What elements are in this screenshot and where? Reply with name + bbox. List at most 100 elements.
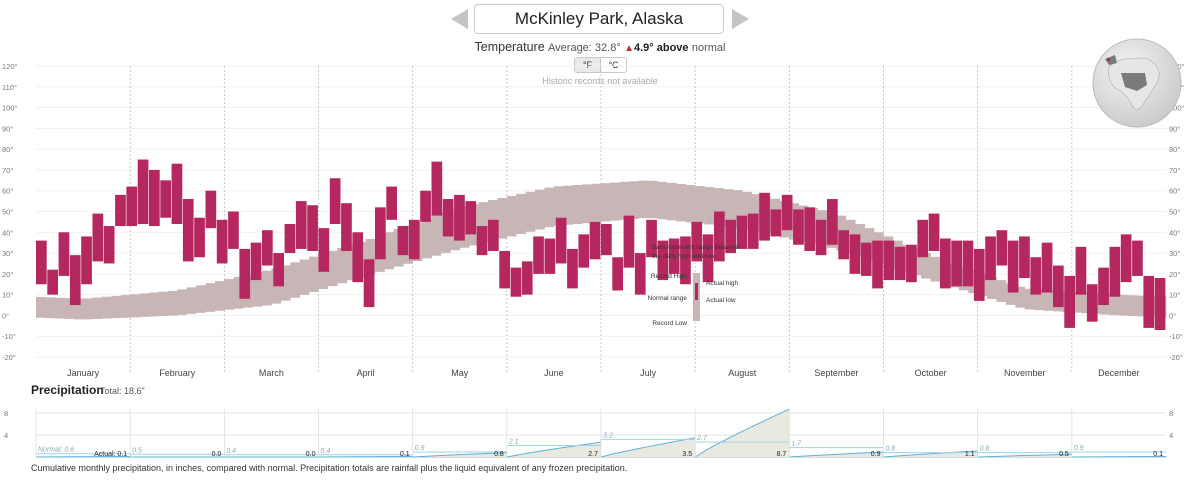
month-label: March [259,368,284,378]
actual-temperature-bar [420,190,431,222]
actual-temperature-bar [906,244,917,283]
actual-temperature-bar [386,186,397,220]
temperature-average: Average: 32.8° [548,42,621,54]
y-tick-label-left: 20° [2,270,13,279]
month-label: April [357,368,375,378]
normal-range-band [36,296,46,318]
actual-temperature-bar [634,253,646,295]
normal-range-band [535,189,545,230]
actual-temperature-bar [894,246,906,281]
precip-y-tick-left: 4 [4,431,8,440]
normal-range-band [139,293,150,317]
month-label: September [814,368,858,378]
actual-temperature-bar [985,236,996,281]
normal-range-band [45,297,56,319]
fahrenheit-button[interactable]: °F [575,58,601,72]
month-label: February [159,368,196,378]
actual-temperature-bar [363,259,375,308]
next-location-arrow[interactable] [732,9,749,29]
y-tick-label-left: 70° [2,166,13,175]
normal-range-band [1128,295,1139,317]
normal-range-band [666,182,677,221]
y-tick-label-left: 30° [2,249,13,258]
precip-actual-label: 0.8 [494,451,504,458]
normal-range-band [553,186,564,226]
precip-normal-label: 0.4 [321,448,331,455]
actual-temperature-bar [1109,246,1121,297]
legend-record-low: Record Low [652,320,687,327]
normal-range-band [582,184,592,224]
y-tick-label-right: -20° [1169,353,1183,362]
normal-range-band [601,183,611,222]
normal-range-band [384,232,395,270]
precip-normal-label: Normal: 0.6 [38,447,74,454]
precip-actual-line [1071,455,1167,458]
normal-range-band [186,287,197,314]
actual-temperature-bar [194,217,205,258]
precip-actual-line [883,450,978,458]
precip-title: Precipitation [31,383,104,397]
precip-normal-label: 0.9 [415,445,425,452]
normal-range-band [478,202,489,244]
normal-range-band [130,294,140,318]
actual-temperature-bar [318,228,330,272]
normal-range-band [921,253,931,279]
actual-temperature-bar [714,211,725,262]
actual-temperature-bar [36,240,47,285]
normal-range-band [648,180,658,219]
normal-range-band [1137,295,1148,317]
actual-temperature-bar [397,226,409,256]
precip-actual-label: 1.1 [965,451,975,458]
precip-normal-label: 2.7 [696,435,708,442]
normal-range-band [516,193,526,235]
actual-temperature-bar [928,213,940,251]
normal-range-band [732,190,743,228]
precip-actual-line [412,452,507,458]
actual-temperature-bar [1120,234,1132,283]
normal-range-band [205,283,216,312]
legend-actual-bar [695,283,698,300]
location-title[interactable]: McKinley Park, Alaska [474,4,724,34]
normal-range-band [196,285,206,313]
precip-y-tick-right: 8 [1169,409,1173,418]
actual-temperature-bar [273,253,284,287]
precip-actual-label: 0.0 [212,451,222,458]
prev-location-arrow[interactable] [451,9,468,29]
actual-temperature-bar [589,221,601,260]
y-tick-label-left: -20° [2,353,16,362]
normal-range-band [299,259,310,295]
actual-temperature-bar [657,240,669,281]
normal-range-band [101,296,112,319]
actual-temperature-bar [623,215,635,268]
actual-temperature-bar [736,215,748,249]
actual-temperature-bar [1019,236,1030,279]
actual-temperature-bar [1007,240,1019,293]
y-tick-label-left: 60° [2,187,13,196]
normal-range-band [149,292,159,317]
precip-actual-label: 0.1 [1153,451,1163,458]
normal-range-band [431,215,442,256]
temperature-precip-chart: 120°120°110°110°100°100°90°90°80°80°70°7… [2,62,1185,458]
normal-range-band [54,297,65,319]
actual-temperature-bar [917,219,929,258]
legend-normal-range-label: Normal range [648,295,688,302]
actual-temperature-bar [250,242,262,281]
normal-range-band [704,187,715,225]
actual-temperature-bar [691,221,703,262]
month-label: May [451,368,469,378]
celsius-button[interactable]: °C [608,60,619,70]
normal-range-band [280,265,291,301]
precip-actual-area [695,409,790,457]
actual-temperature-bar [860,242,872,276]
month-label: July [640,368,657,378]
actual-temperature-bar [239,248,251,299]
normal-range-band [751,194,762,232]
y-tick-label-right: 0° [1169,311,1176,320]
y-tick-label-left: 50° [2,208,13,217]
actual-temperature-bar [827,199,838,245]
records-note: Historic records not available [542,76,658,86]
normal-range-band [714,188,724,226]
actual-temperature-bar [567,248,578,289]
normal-range-band [572,184,583,224]
actual-temperature-bar [1041,242,1053,293]
